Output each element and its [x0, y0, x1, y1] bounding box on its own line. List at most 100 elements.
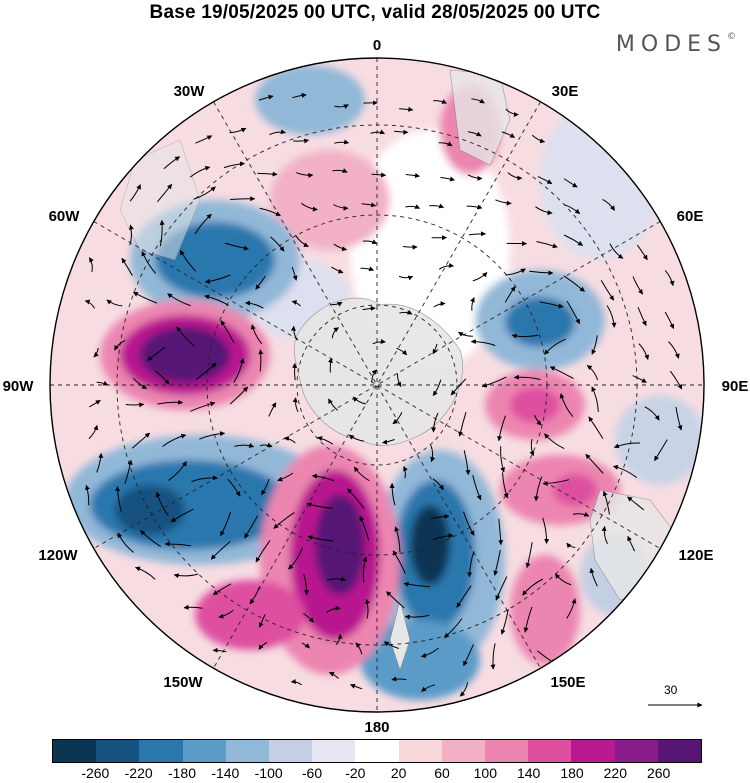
- wind-vector: [389, 482, 396, 506]
- wind-vector: [470, 338, 496, 346]
- wind-vector: [291, 299, 301, 307]
- wind-vector: [472, 474, 482, 501]
- colorbar-tick-label: -100: [254, 765, 283, 781]
- wind-vector: [114, 339, 126, 351]
- wind-vector: [440, 176, 455, 182]
- colorbar-tick-label: 100: [473, 765, 498, 781]
- wind-vector: [333, 243, 348, 252]
- wind-vector: [244, 515, 259, 539]
- wind-vector: [131, 432, 151, 449]
- wind-vector: [638, 343, 650, 360]
- wind-vector: [549, 366, 574, 380]
- wind-vector: [350, 683, 363, 690]
- wind-vector: [117, 532, 135, 553]
- lon-label-120e: 120E: [678, 547, 713, 564]
- wind-vector: [129, 184, 141, 202]
- wind-vector: [223, 161, 245, 169]
- wind-vector: [563, 234, 584, 246]
- wind-vector: [544, 433, 565, 450]
- wind-vector: [311, 473, 335, 482]
- wind-vector: [609, 243, 624, 259]
- wind-vector: [405, 204, 421, 209]
- colorbar-tick-label: 220: [603, 765, 628, 781]
- wind-vector: [463, 511, 475, 536]
- wind-vector: [525, 542, 533, 569]
- wind-vector: [327, 357, 333, 373]
- wind-vector: [391, 676, 407, 682]
- wind-vector: [362, 239, 378, 245]
- logo-text: MODES: [615, 32, 727, 57]
- wind-vector: [459, 682, 469, 697]
- wind-vector: [534, 415, 542, 426]
- wind-vector: [212, 647, 227, 653]
- colorbar-swatch: [485, 740, 529, 762]
- wind-vector: [333, 204, 349, 211]
- wind-vector: [277, 472, 294, 482]
- wind-vector: [268, 402, 277, 417]
- wind-vector: [392, 412, 403, 425]
- wind-vector: [467, 174, 483, 181]
- wind-vector: [353, 466, 370, 482]
- wind-vector: [383, 641, 399, 649]
- colorbar-tick-label: 180: [560, 765, 584, 781]
- wind-vector: [290, 678, 303, 686]
- wind-vector: [163, 156, 181, 170]
- wind-vector: [331, 266, 344, 274]
- wind-vector: [466, 204, 483, 210]
- logo-mark: ©: [727, 32, 736, 42]
- wind-vector: [535, 206, 553, 216]
- lon-label-90w: 90W: [3, 378, 35, 395]
- wind-vector: [438, 141, 453, 147]
- wind-vector: [303, 613, 314, 623]
- wind-vector: [396, 347, 408, 356]
- wind-vector: [467, 551, 475, 578]
- wind-vector: [85, 484, 90, 506]
- wind-vector: [96, 452, 104, 473]
- wind-vector: [371, 369, 377, 383]
- wind-vector: [591, 386, 599, 412]
- colorbar-swatch: [355, 740, 399, 762]
- wind-vector: [586, 364, 599, 381]
- wind-vector: [230, 196, 256, 202]
- wind-vector: [133, 377, 147, 390]
- wind-vector: [563, 178, 578, 188]
- wind-vector: [229, 386, 249, 405]
- wind-vector: [669, 370, 683, 390]
- wind-vector: [189, 165, 211, 178]
- wind-vector: [668, 341, 680, 359]
- wind-vector: [654, 439, 668, 462]
- wind-vector: [432, 343, 438, 355]
- reference-vector-label: 30: [664, 683, 678, 697]
- lon-label-150e: 150E: [550, 674, 585, 691]
- wind-vector: [398, 275, 414, 281]
- wind-vector: [497, 415, 506, 442]
- wind-vector: [399, 106, 414, 112]
- wind-vector: [456, 585, 472, 608]
- wind-vector: [176, 326, 195, 347]
- wind-vector: [493, 549, 501, 576]
- wind-vector: [432, 478, 444, 491]
- wind-vector: [513, 374, 541, 380]
- wind-vector: [511, 333, 539, 339]
- wind-vector: [301, 642, 310, 649]
- wind-vector: [394, 129, 409, 135]
- colorbar-swatch: [269, 740, 313, 762]
- wind-vector: [501, 131, 516, 138]
- colorbar-swatch: [398, 740, 442, 762]
- wind-vector: [502, 472, 509, 499]
- wind-vector: [504, 286, 516, 303]
- lon-label-30e: 30E: [552, 83, 579, 100]
- wind-vector: [360, 266, 375, 272]
- wind-vectors: [84, 92, 683, 697]
- wind-vector: [404, 614, 430, 620]
- wind-vector: [430, 445, 436, 463]
- wind-vector: [471, 98, 485, 104]
- wind-vector: [273, 512, 295, 529]
- wind-vector: [370, 129, 385, 135]
- colorbar-tick-label: 140: [516, 765, 541, 781]
- wind-vector: [392, 550, 406, 574]
- wind-vector: [601, 526, 608, 545]
- wind-vector: [135, 566, 156, 580]
- wind-vector: [258, 349, 264, 372]
